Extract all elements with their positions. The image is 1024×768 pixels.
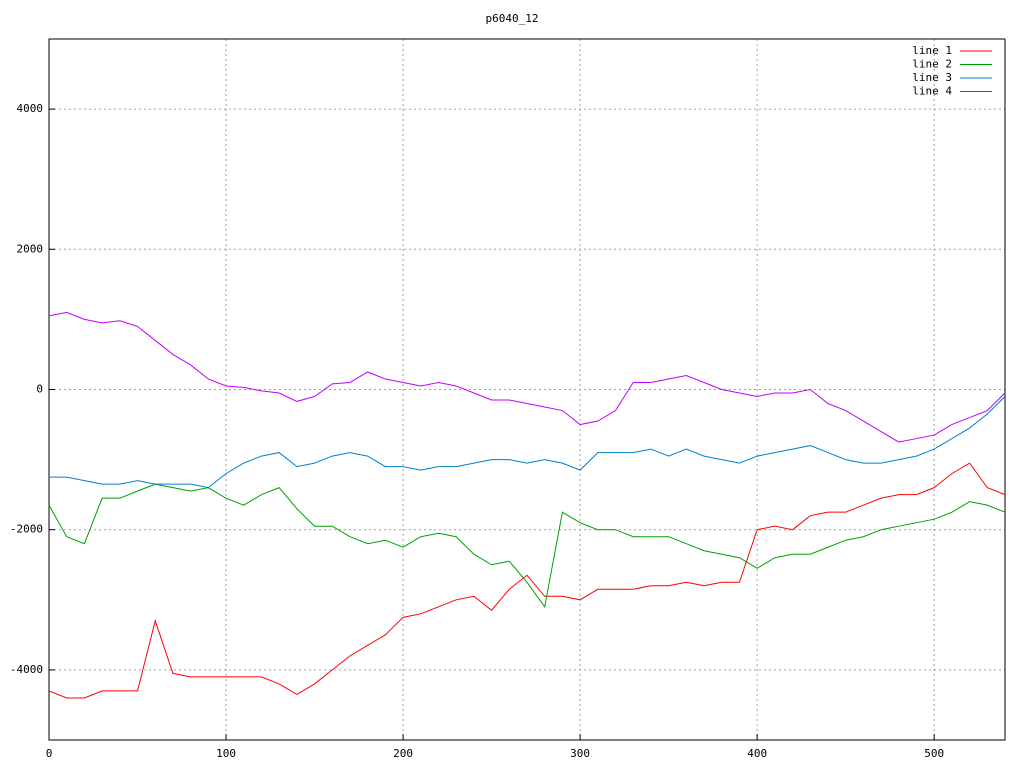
y-tick-label: -4000 [10,663,43,676]
series-line [48,483,1006,609]
x-tick-label: 500 [924,747,944,760]
legend-label: line 1 [912,44,952,57]
x-tick-label: 0 [46,747,53,760]
x-tick-label: 400 [747,747,767,760]
series-line [48,462,1006,699]
y-tick-label: 4000 [17,102,44,115]
y-tick-label: 0 [36,383,43,396]
y-tick-label: -2000 [10,523,43,536]
x-tick-label: 300 [570,747,590,760]
y-tick-label: 2000 [17,242,44,255]
legend-label: line 3 [912,71,952,84]
series-line [49,396,1006,489]
series-line [48,311,1006,443]
legend-label: line 2 [912,58,952,71]
legend-label: line 4 [912,85,952,98]
chart-title: p6040_12 [486,12,539,25]
plot-border [48,38,1006,741]
x-tick-label: 100 [216,747,236,760]
x-tick-label: 200 [393,747,413,760]
